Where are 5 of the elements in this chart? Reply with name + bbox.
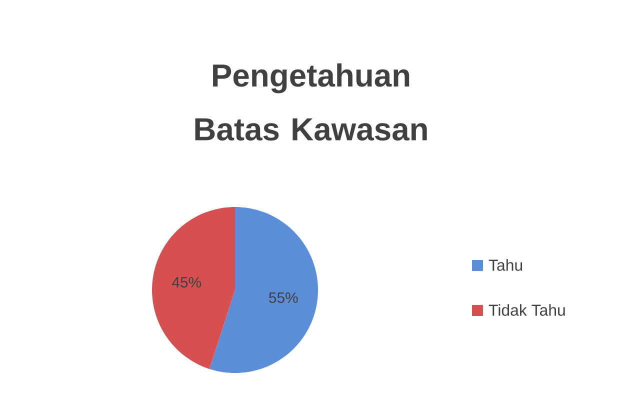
data-label: 55% <box>269 292 298 303</box>
data-label: 45% <box>172 277 202 288</box>
chart-title: Pengetahuan Batas Kawasan <box>195 63 427 141</box>
legend-label: Tidak Tahu <box>488 304 565 316</box>
legend-label: Tahu <box>488 259 522 271</box>
